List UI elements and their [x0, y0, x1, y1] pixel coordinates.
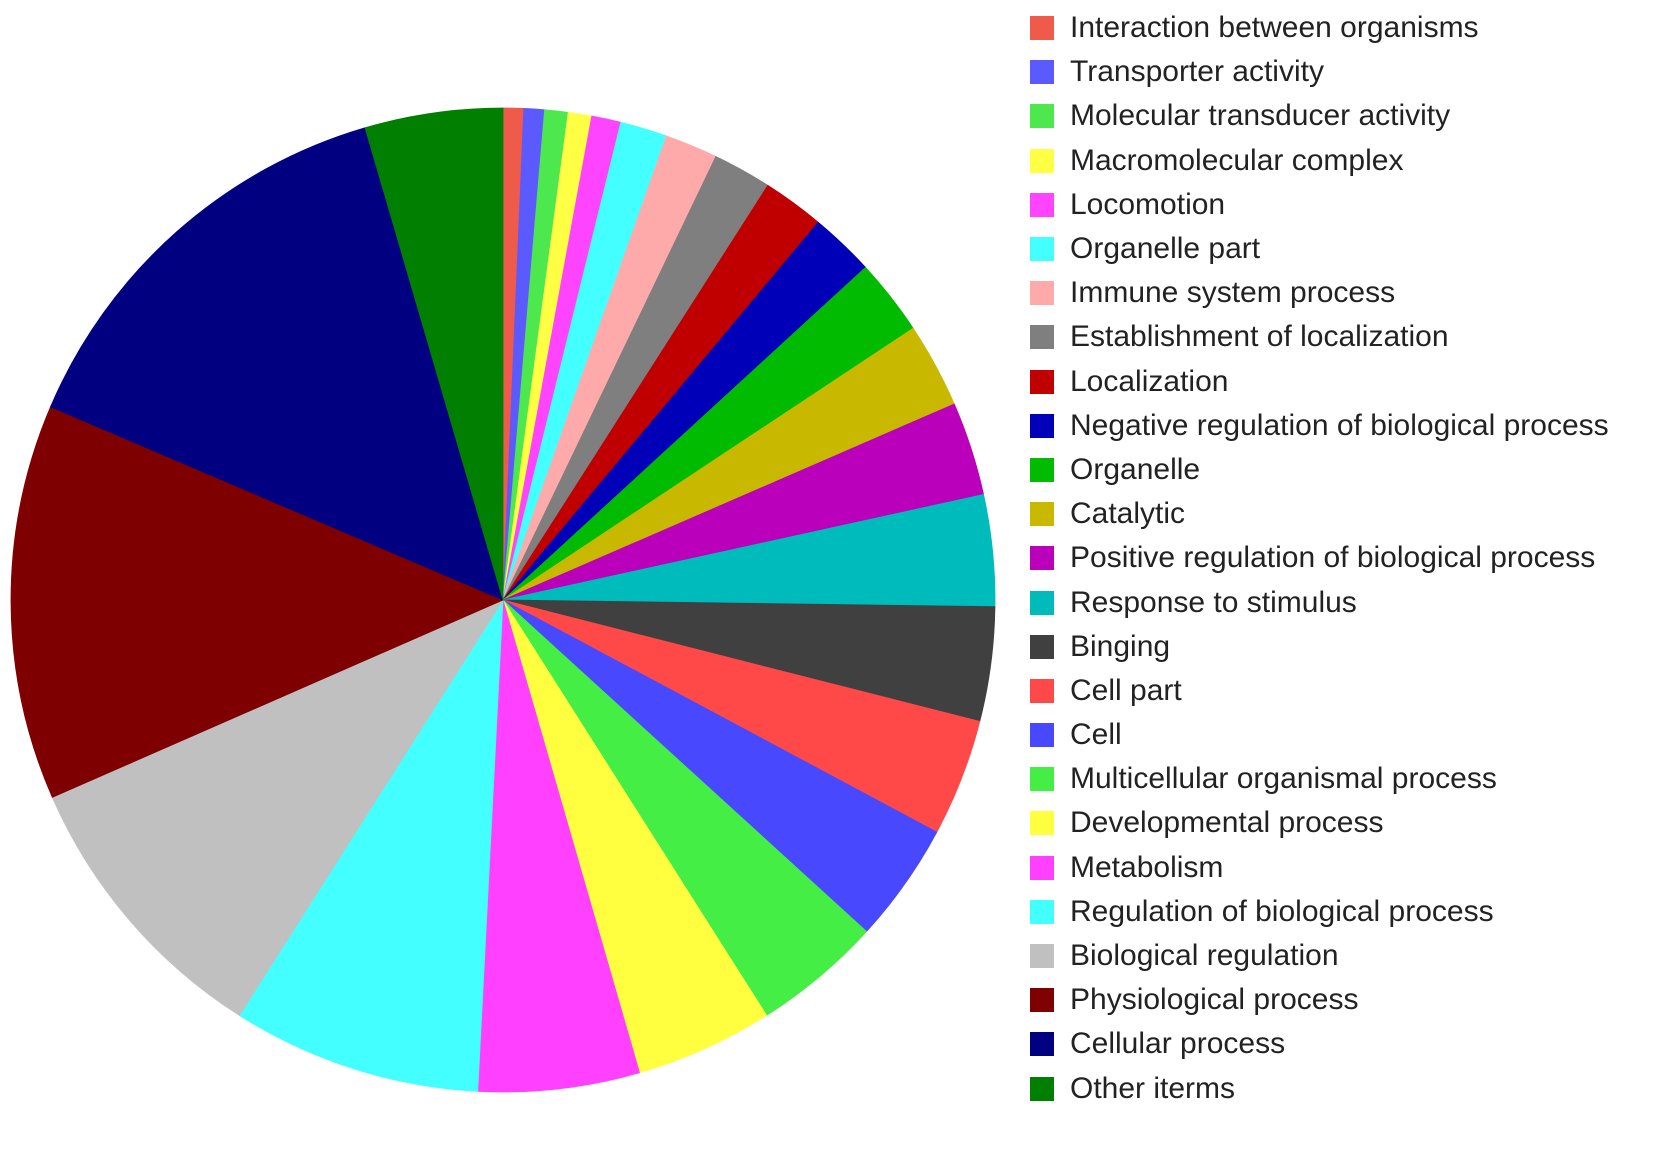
legend-item-catalytic: Catalytic — [1030, 492, 1670, 536]
legend-swatch — [1030, 988, 1054, 1013]
legend-item-cell-part: Cell part — [1030, 669, 1670, 713]
legend-item-response-to-stimulus: Response to stimulus — [1030, 580, 1670, 624]
legend-swatch — [1030, 148, 1054, 173]
legend-swatch — [1030, 811, 1054, 836]
legend-item-metabolism: Metabolism — [1030, 846, 1670, 890]
legend-swatch — [1030, 237, 1054, 262]
legend-swatch — [1030, 590, 1054, 615]
legend-swatch — [1030, 104, 1054, 129]
legend-label: Developmental process — [1070, 806, 1384, 840]
legend-item-cell: Cell — [1030, 713, 1670, 757]
legend-swatch — [1030, 855, 1054, 880]
legend-label: Cellular process — [1070, 1027, 1286, 1061]
legend-item-developmental-process: Developmental process — [1030, 801, 1670, 845]
legend-label: Negative regulation of biological proces… — [1070, 408, 1609, 442]
legend-item-positive-regulation-of-biological-process: Positive regulation of biological proces… — [1030, 536, 1670, 580]
legend-item-regulation-of-biological-process: Regulation of biological process — [1030, 890, 1670, 934]
legend-swatch — [1030, 16, 1054, 41]
legend-label: Locomotion — [1070, 187, 1226, 221]
legend-item-immune-system-process: Immune system process — [1030, 271, 1670, 315]
legend-item-physiological-process: Physiological process — [1030, 978, 1670, 1022]
legend-label: Binging — [1070, 629, 1171, 663]
legend-label: Positive regulation of biological proces… — [1070, 541, 1596, 575]
legend-swatch — [1030, 502, 1054, 527]
legend-item-other-iterms: Other iterms — [1030, 1067, 1670, 1111]
legend-label: Interaction between organisms — [1070, 11, 1479, 45]
legend-item-macromolecular-complex: Macromolecular complex — [1030, 139, 1670, 183]
legend-label: Macromolecular complex — [1070, 143, 1404, 177]
legend-label: Organelle — [1070, 452, 1201, 486]
legend-swatch — [1030, 546, 1054, 571]
legend-label: Catalytic — [1070, 497, 1186, 531]
legend-swatch — [1030, 457, 1054, 482]
legend-item-locomotion: Locomotion — [1030, 183, 1670, 227]
legend-swatch — [1030, 678, 1054, 703]
legend-label: Multicellular organismal process — [1070, 762, 1497, 796]
legend-label: Regulation of biological process — [1070, 894, 1494, 928]
legend-item-biological-regulation: Biological regulation — [1030, 934, 1670, 978]
legend-swatch — [1030, 369, 1054, 394]
legend-item-localization: Localization — [1030, 360, 1670, 404]
legend-swatch — [1030, 767, 1054, 792]
legend-item-cellular-process: Cellular process — [1030, 1022, 1670, 1066]
legend-item-molecular-transducer-activity: Molecular transducer activity — [1030, 94, 1670, 138]
legend-swatch — [1030, 723, 1054, 748]
legend-label: Cell — [1070, 718, 1122, 752]
pie-slices — [10, 107, 996, 1093]
legend-item-negative-regulation-of-biological-process: Negative regulation of biological proces… — [1030, 404, 1670, 448]
pie-slice-biological-regulation — [51, 599, 505, 1016]
legend-swatch — [1030, 944, 1054, 969]
legend-label: Molecular transducer activity — [1070, 99, 1451, 133]
legend-label: Metabolism — [1070, 850, 1224, 884]
pie-slice-physiological-process — [10, 406, 505, 798]
legend-label: Transporter activity — [1070, 55, 1324, 89]
legend-swatch — [1030, 634, 1054, 659]
legend-label: Cell part — [1070, 673, 1182, 707]
legend-item-interaction-between-organisms: Interaction between organisms — [1030, 6, 1670, 50]
legend-item-multicellular-organismal-process: Multicellular organismal process — [1030, 757, 1670, 801]
legend-label: Organelle part — [1070, 232, 1261, 266]
legend-swatch — [1030, 281, 1054, 306]
legend-swatch — [1030, 1076, 1054, 1101]
legend-label: Physiological process — [1070, 983, 1359, 1017]
legend-swatch — [1030, 192, 1054, 217]
pie-slice-regulation-of-biological-process — [238, 598, 504, 1092]
legend-swatch — [1030, 325, 1054, 350]
legend-swatch — [1030, 60, 1054, 85]
legend-swatch — [1030, 899, 1054, 924]
pie-slice-cellular-process — [50, 127, 504, 601]
legend-label: Biological regulation — [1070, 939, 1339, 973]
legend-item-establishment-of-localization: Establishment of localization — [1030, 315, 1670, 359]
legend-item-transporter-activity: Transporter activity — [1030, 50, 1670, 94]
pie-slice-other-iterms — [364, 107, 504, 601]
pie-slice-metabolism — [477, 599, 641, 1093]
legend-label: Localization — [1070, 364, 1229, 398]
legend-swatch — [1030, 413, 1054, 438]
legend-item-organelle-part: Organelle part — [1030, 227, 1670, 271]
legend-label: Establishment of localization — [1070, 320, 1449, 354]
legend-swatch — [1030, 1032, 1054, 1057]
legend-label: Immune system process — [1070, 276, 1396, 310]
legend-label: Other iterms — [1070, 1071, 1236, 1105]
legend-label: Response to stimulus — [1070, 585, 1357, 619]
legend-item-binging: Binging — [1030, 625, 1670, 669]
legend: Interaction between organisms Transporter… — [1030, 6, 1670, 1111]
legend-item-organelle: Organelle — [1030, 448, 1670, 492]
